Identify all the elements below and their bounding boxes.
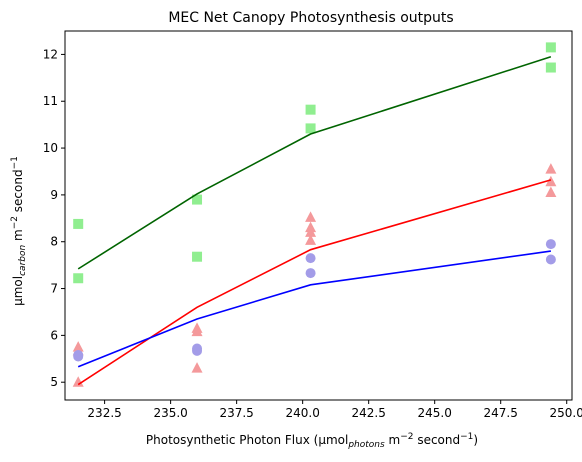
data-point-circle	[192, 345, 203, 356]
x-tick-label: 232.5	[87, 406, 121, 420]
x-tick-label: 247.5	[484, 406, 518, 420]
y-axis-label-mid2: second	[11, 169, 25, 216]
data-point-triangle	[305, 234, 317, 245]
data-point-triangle	[191, 362, 203, 373]
data-point-circle	[305, 268, 316, 279]
y-axis-ticks: 5 6 7 8 9 10 11 12	[43, 47, 65, 389]
y-axis-label: µmolcarbon m−2 second−1	[10, 156, 28, 306]
data-point-circle	[73, 351, 84, 362]
x-tick-label: 237.5	[219, 406, 253, 420]
data-point-square	[545, 42, 556, 53]
data-point-square	[305, 123, 316, 134]
y-tick-label: 12	[43, 47, 58, 61]
x-axis-label-sup2: −1	[460, 432, 473, 442]
y-tick-label: 8	[50, 235, 58, 249]
x-axis-label: Photosynthetic Photon Flux (µmolphotons …	[146, 432, 478, 450]
x-tick-label: 245.0	[418, 406, 452, 420]
x-axis-label-sup1: −2	[400, 432, 413, 442]
x-tick-label: 250.0	[550, 406, 582, 420]
y-axis-label-subscript: carbon	[18, 245, 28, 276]
data-point-triangle	[545, 163, 557, 174]
data-point-circle	[545, 254, 556, 265]
x-tick-label: 242.5	[351, 406, 385, 420]
data-point-square	[73, 218, 84, 229]
x-axis-label-subscript: photons	[347, 440, 385, 450]
series-line	[77, 179, 552, 386]
data-point-triangle	[305, 211, 317, 222]
y-axis-label-prefix: µmol	[11, 276, 25, 306]
y-tick-label: 10	[43, 141, 58, 155]
plot-marks	[72, 42, 557, 387]
x-axis-label-suffix: )	[473, 433, 478, 447]
series-line	[77, 250, 551, 368]
y-axis-label-sup1: −2	[10, 216, 20, 229]
data-point-triangle	[545, 186, 557, 198]
plot-frame	[64, 30, 573, 401]
y-tick-label: 9	[50, 188, 58, 202]
chart-title: MEC Net Canopy Photosynthesis outputs	[168, 10, 453, 26]
x-tick-label: 235.0	[153, 406, 187, 420]
y-tick-label: 6	[50, 328, 58, 342]
y-tick-label: 5	[50, 375, 58, 389]
data-point-triangle	[545, 175, 557, 187]
chart-title-group: MEC Net Canopy Photosynthesis outputs	[168, 10, 453, 26]
data-point-square	[192, 194, 203, 205]
series-line	[77, 55, 552, 270]
x-axis-label-mid: m	[385, 433, 401, 447]
y-tick-label: 11	[43, 94, 58, 108]
x-tick-label: 240.0	[285, 406, 319, 420]
data-point-circle	[305, 253, 316, 264]
x-axis-ticks: 232.5 235.0 237.5 240.0 242.5 245.0 247.5 250.0	[87, 400, 582, 420]
data-point-square	[305, 104, 316, 115]
x-axis-label-prefix: Photosynthetic Photon Flux (µmol	[146, 433, 348, 447]
y-axis-label-sup2: −1	[10, 156, 20, 169]
data-point-triangle	[305, 226, 317, 237]
data-point-square	[73, 273, 84, 284]
y-tick-label: 7	[50, 282, 58, 296]
x-axis-label-mid2: second	[414, 433, 461, 447]
y-axis-label-mid: m	[11, 229, 25, 245]
data-point-square	[192, 251, 203, 262]
data-point-triangle	[72, 376, 84, 387]
data-point-circle	[545, 239, 556, 250]
data-point-triangle	[191, 325, 203, 337]
data-point-square	[545, 62, 556, 73]
